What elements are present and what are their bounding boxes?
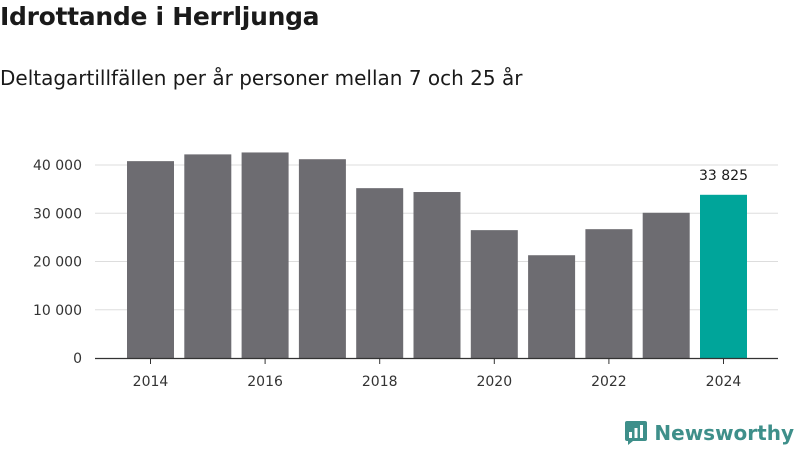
y-tick-label: 20 000 <box>33 255 82 271</box>
bar-2017 <box>298 159 346 358</box>
axes <box>95 357 778 364</box>
chart-subtitle: Deltagartillfällen per år personer mella… <box>0 66 523 90</box>
x-tick-label: 2014 <box>133 374 169 390</box>
bar-2024 <box>700 194 747 358</box>
y-tick-label: 40 000 <box>33 158 82 174</box>
data-label: 33 825 <box>699 168 748 184</box>
x-tick-label: 2018 <box>362 374 398 390</box>
x-tick-label: 2022 <box>591 374 627 390</box>
x-tick-label: 2024 <box>706 374 742 390</box>
bar-2021 <box>528 255 576 358</box>
brand-name: Newsworthy <box>654 421 794 445</box>
bar-2014 <box>127 161 174 358</box>
y-tick-label: 30 000 <box>33 206 82 222</box>
bar-2018 <box>356 188 404 358</box>
x-tick-label: 2020 <box>476 374 512 390</box>
y-tick-label: 0 <box>73 351 82 367</box>
bar-2023 <box>642 212 690 358</box>
y-tick-label: 10 000 <box>33 303 82 319</box>
bars <box>127 152 747 358</box>
bar-2015 <box>184 154 232 358</box>
chart-title: Idrottande i Herrljunga <box>0 2 320 31</box>
bar-2020 <box>470 230 518 358</box>
bar-2016 <box>241 152 289 358</box>
labels: 0 10 000 20 000 30 000 40 000 2014 2016 2018 202… <box>33 158 748 390</box>
newsworthy-logo-icon <box>625 421 648 445</box>
brand[interactable]: Newsworthy <box>624 420 794 446</box>
bar-2019 <box>413 192 461 358</box>
x-tick-label: 2016 <box>247 374 283 390</box>
bar-2022 <box>585 229 633 358</box>
